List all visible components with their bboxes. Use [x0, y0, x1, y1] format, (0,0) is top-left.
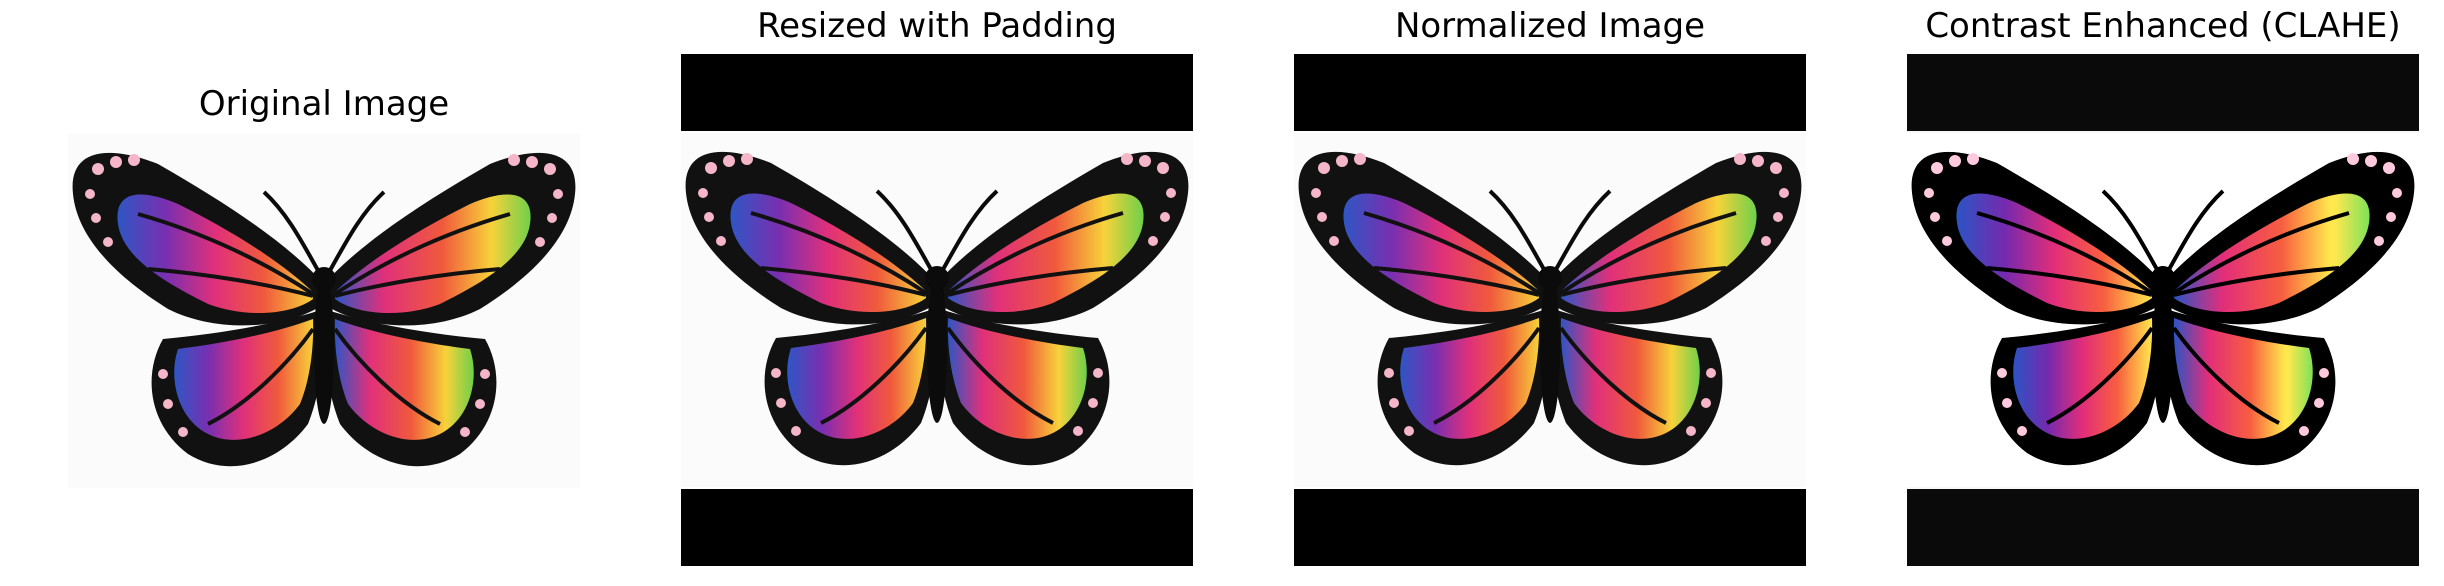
- butterfly-image: [68, 134, 580, 488]
- panel-title: Original Image: [198, 84, 450, 124]
- butterfly-graphic: [68, 134, 580, 488]
- bottom-padding: [1294, 489, 1806, 566]
- normalized-image: [1294, 54, 1806, 566]
- top-padding: [1907, 54, 2419, 131]
- padded-image: [681, 54, 1193, 566]
- panel-title: Resized with Padding: [757, 6, 1117, 46]
- bottom-padding: [1907, 489, 2419, 566]
- clahe-image: [1907, 54, 2419, 566]
- top-padding: [1294, 54, 1806, 131]
- panel-title: Normalized Image: [1394, 6, 1706, 46]
- bottom-padding: [681, 489, 1193, 566]
- butterfly-graphic: [1907, 133, 2419, 487]
- top-padding: [681, 54, 1193, 131]
- butterfly-graphic: [681, 133, 1193, 487]
- panel-title: Contrast Enhanced (CLAHE): [1925, 6, 2401, 46]
- butterfly-graphic: [1294, 133, 1806, 487]
